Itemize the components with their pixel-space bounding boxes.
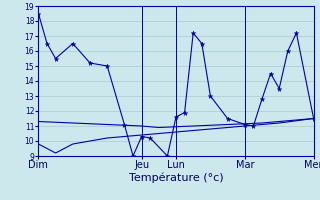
X-axis label: Température (°c): Température (°c) [129, 173, 223, 183]
